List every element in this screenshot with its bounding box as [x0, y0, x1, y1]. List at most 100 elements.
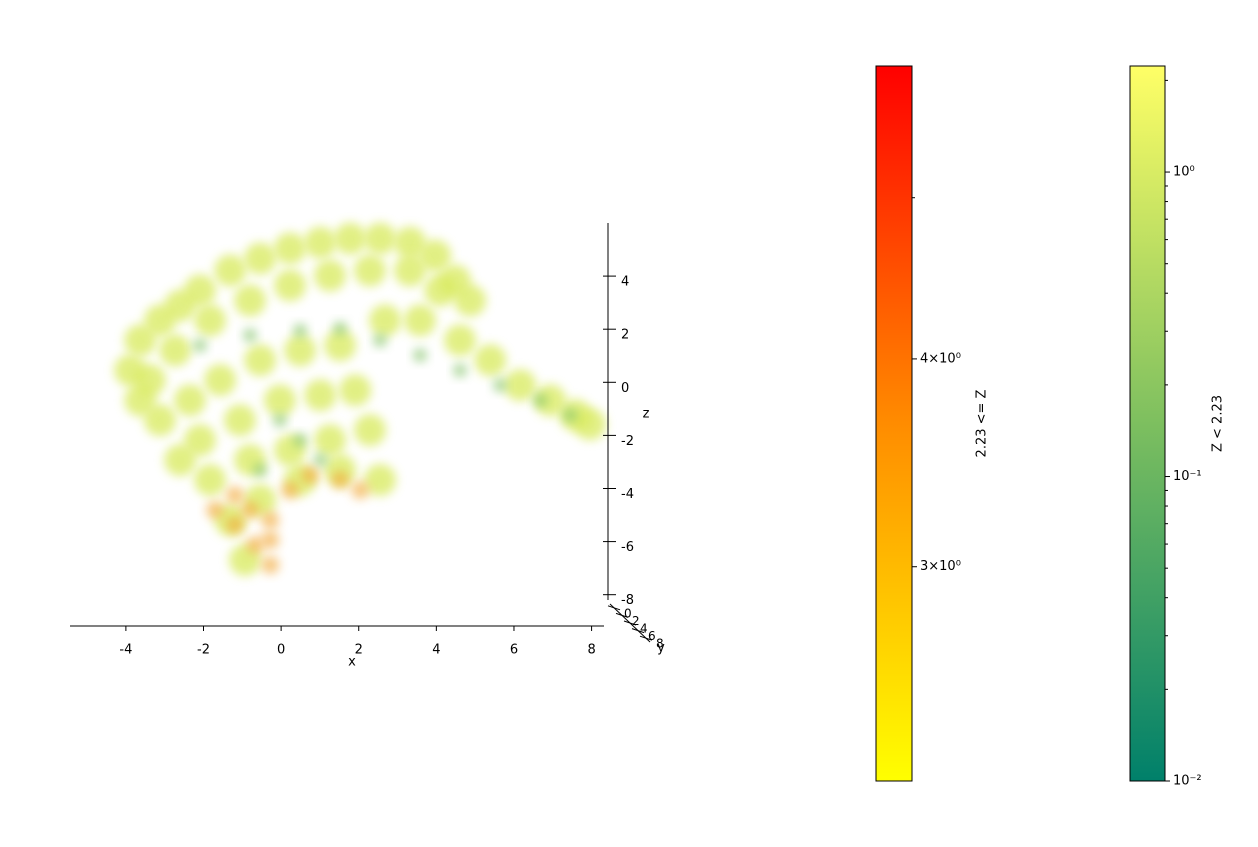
point [314, 259, 347, 292]
point [364, 222, 397, 255]
z-tick-label: -8 [621, 593, 634, 608]
point [225, 486, 244, 505]
point [419, 239, 452, 272]
x-tick-label: 8 [587, 643, 595, 658]
point [243, 328, 258, 343]
point [124, 384, 157, 417]
point [339, 374, 372, 407]
point [444, 324, 477, 357]
point [223, 404, 256, 437]
point [301, 466, 320, 485]
point [244, 242, 277, 275]
point [331, 470, 350, 489]
point [351, 481, 370, 500]
z-tick-label: 4 [621, 275, 629, 290]
point [159, 334, 192, 367]
point [314, 424, 347, 457]
x-tick-label: 4 [432, 643, 440, 658]
point [204, 364, 237, 397]
y-tick-label: 8 [656, 637, 664, 651]
point [173, 384, 206, 417]
x-tick-label: -4 [119, 643, 132, 658]
point [333, 321, 348, 336]
z-tick-label: 2 [621, 328, 629, 343]
point [353, 414, 386, 447]
point [424, 274, 457, 307]
colorbar [875, 65, 913, 782]
point [369, 304, 402, 337]
point [263, 384, 296, 417]
y-tick [623, 620, 637, 626]
z-tick-label: -4 [621, 487, 634, 502]
point [393, 254, 426, 287]
point [453, 363, 468, 378]
point [124, 324, 157, 357]
y-tick [639, 635, 653, 641]
point [281, 481, 300, 500]
point [194, 463, 227, 496]
y-tick-label: 4 [640, 622, 648, 636]
x-tick-label: 6 [510, 643, 518, 658]
point [246, 536, 265, 555]
point [261, 555, 280, 574]
colorbar [1129, 65, 1166, 782]
point [492, 378, 507, 393]
x-tick-label: -2 [197, 643, 210, 658]
point [184, 274, 217, 307]
point [373, 333, 388, 348]
point [474, 344, 507, 377]
x-tick-label: 2 [355, 643, 363, 658]
point [313, 453, 328, 468]
point [261, 511, 280, 530]
x-axis-label: x [348, 655, 356, 670]
point [334, 222, 367, 255]
point [413, 348, 428, 363]
colorbar-tick-label: 10⁰ [1173, 165, 1195, 180]
point [304, 226, 337, 259]
point [274, 269, 307, 302]
point [304, 379, 337, 412]
z-tick-label: -2 [621, 434, 634, 449]
y-tick-label: 0 [624, 606, 632, 620]
point [274, 232, 307, 265]
point [533, 393, 548, 408]
point [404, 304, 437, 337]
colorbar-tick-label: 3×10⁰ [920, 559, 961, 574]
point [534, 384, 567, 417]
y-tick [607, 605, 621, 611]
colorbar-tick-label: 10⁻¹ [1173, 469, 1202, 484]
point [324, 329, 357, 362]
point [193, 338, 208, 353]
point [574, 408, 607, 441]
point [214, 254, 247, 287]
z-tick-label: 0 [621, 381, 629, 396]
z-tick-label: -6 [621, 540, 634, 555]
point [393, 226, 426, 259]
point [206, 500, 225, 519]
point [194, 304, 227, 337]
point [364, 463, 397, 496]
point [234, 284, 267, 317]
point [284, 334, 317, 367]
point [293, 433, 308, 448]
y-axis-label: y [657, 641, 665, 656]
point [241, 500, 260, 519]
z-axis-label: z [643, 407, 650, 422]
colorbar-label: Z < 2.23 [1211, 395, 1226, 452]
point [184, 424, 217, 457]
point [253, 463, 268, 478]
point [504, 369, 537, 402]
point-cloud [114, 222, 607, 576]
y-tick-label: 6 [648, 629, 656, 643]
point [272, 413, 287, 428]
point [244, 344, 277, 377]
y-tick [631, 628, 645, 634]
y-tick [615, 612, 629, 618]
point [293, 323, 308, 338]
colorbar-tick-label: 4×10⁰ [920, 351, 961, 366]
point [563, 408, 578, 423]
y-tick-label: 2 [632, 614, 640, 628]
point [144, 404, 177, 437]
point [353, 254, 386, 287]
